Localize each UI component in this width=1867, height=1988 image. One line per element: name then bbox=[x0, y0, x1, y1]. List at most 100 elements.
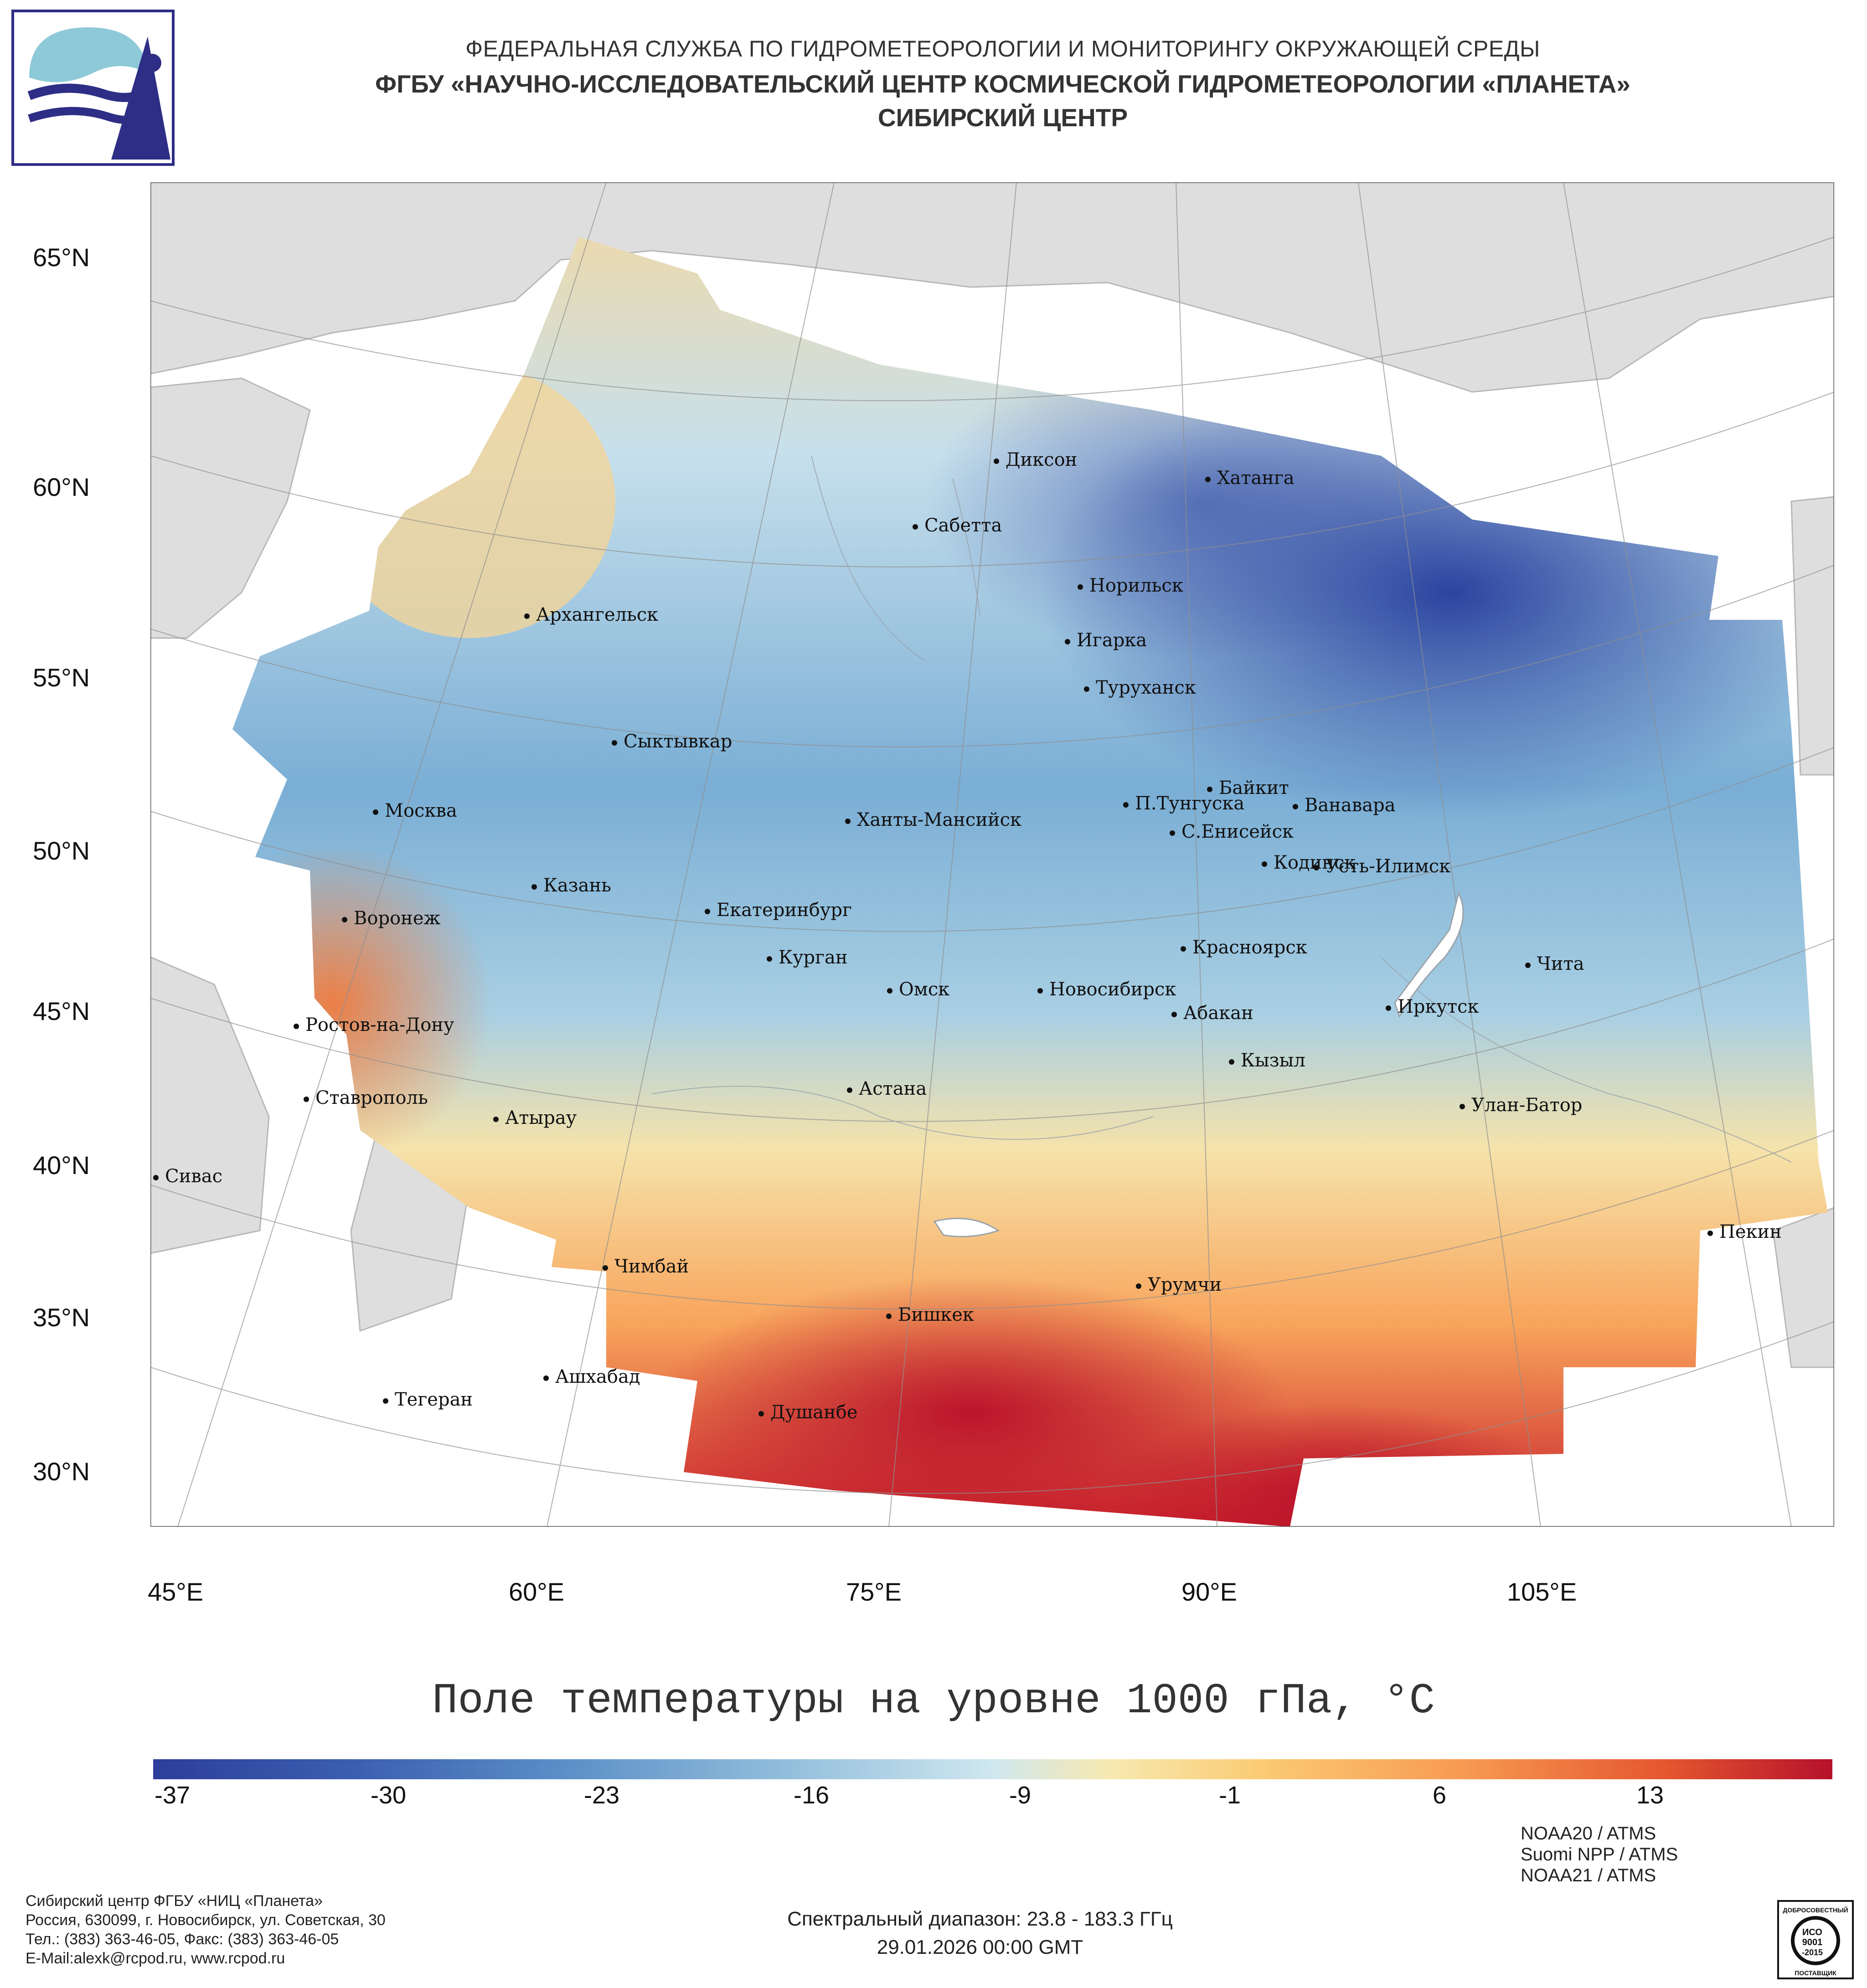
colorbar-tick-label: 13 bbox=[1636, 1782, 1664, 1809]
city-label: Воронеж bbox=[354, 908, 440, 929]
city-dot bbox=[373, 809, 378, 815]
city-dot bbox=[1037, 988, 1043, 994]
landmass bbox=[150, 182, 1834, 1368]
city-dot bbox=[1460, 1104, 1465, 1109]
city-label: Казань bbox=[543, 875, 611, 896]
temperature-map: Диксон Хатанга Сабетта Норильск Архангел… bbox=[150, 182, 1834, 1527]
city-dot bbox=[1181, 946, 1186, 952]
city-dot bbox=[524, 613, 530, 619]
graticule bbox=[150, 182, 1834, 1527]
city-label: Кызыл bbox=[1241, 1050, 1305, 1071]
city-label: Иркутск bbox=[1398, 996, 1479, 1017]
city-dot bbox=[153, 1175, 159, 1180]
city-label: Туруханск bbox=[1096, 677, 1196, 698]
footer-org: Сибирский центр ФГБУ «НИЦ «Планета» bbox=[26, 1892, 323, 1910]
svg-text:9001: 9001 bbox=[1802, 1937, 1823, 1947]
city-label: Атырау bbox=[505, 1107, 577, 1128]
city-label: Ханты-Мансийск bbox=[857, 809, 1021, 830]
city-dot bbox=[994, 458, 999, 464]
city-dot bbox=[767, 956, 772, 962]
city-label: Улан-Батор bbox=[1471, 1095, 1582, 1116]
city-dot bbox=[1707, 1231, 1713, 1236]
city-label: Сабетта bbox=[924, 515, 1002, 536]
map-title: Поле температуры на уровне 1000 гПа, °С bbox=[432, 1677, 1435, 1725]
city-label: П.Тунгуска bbox=[1135, 793, 1244, 814]
city-label: Бишкек bbox=[898, 1304, 974, 1325]
city-dot bbox=[1123, 802, 1129, 808]
city-label: Урумчи bbox=[1148, 1274, 1222, 1295]
footer-meta: Спектральный диапазон: 23.8 - 183.3 ГГц … bbox=[684, 1905, 1276, 1962]
city-dot bbox=[1386, 1005, 1391, 1011]
city-label: Ашхабад bbox=[555, 1366, 640, 1387]
footer-email: E-Mail:alexk@rcpod.ru, www.rcpod.ru bbox=[26, 1950, 285, 1967]
city-label: Ставрополь bbox=[315, 1087, 428, 1108]
city-label: Москва bbox=[385, 800, 457, 821]
svg-text:ДОБРОСОВЕСТНЫЙ: ДОБРОСОВЕСТНЫЙ bbox=[1783, 1906, 1848, 1914]
city-markers: Диксон Хатанга Сабетта Норильск Архангел… bbox=[153, 449, 1782, 1423]
city-dot bbox=[383, 1398, 388, 1404]
lat-label: 45°N bbox=[33, 997, 90, 1025]
city-dot bbox=[612, 740, 617, 746]
city-dot bbox=[1084, 686, 1089, 692]
city-label: Игарка bbox=[1077, 630, 1147, 651]
footer-instruments: NOAA20 / ATMS Suomi NPP / ATMS NOAA21 / … bbox=[1521, 1823, 1678, 1886]
city-label: Ростов-на-Дону bbox=[305, 1015, 454, 1035]
colorbar-tick-label: -37 bbox=[154, 1782, 191, 1809]
colorbar-tick-label: 6 bbox=[1432, 1782, 1447, 1809]
svg-text:ПОСТАВЩИК: ПОСТАВЩИК bbox=[1795, 1969, 1836, 1977]
footer-phone: Тел.: (383) 363-46-05, Факс: (383) 363-4… bbox=[26, 1931, 339, 1948]
planeta-logo bbox=[11, 10, 175, 166]
footer-contacts: Сибирский центр ФГБУ «НИЦ «Планета» Росс… bbox=[26, 1891, 386, 1968]
city-dot bbox=[887, 988, 892, 994]
city-label: Омск bbox=[899, 979, 949, 1000]
city-dot bbox=[705, 909, 710, 914]
city-dot bbox=[845, 819, 851, 824]
datetime: 29.01.2026 00:00 GMT bbox=[877, 1936, 1083, 1958]
city-dot bbox=[531, 884, 537, 890]
city-label: Екатеринбург bbox=[717, 900, 852, 921]
city-dot bbox=[603, 1265, 608, 1271]
lat-label: 40°N bbox=[33, 1151, 90, 1179]
city-dot bbox=[1065, 639, 1070, 644]
city-label: Новосибирск bbox=[1049, 979, 1176, 1000]
footer-address: Россия, 630099, г. Новосибирск, ул. Сове… bbox=[26, 1911, 386, 1929]
city-dot bbox=[1136, 1283, 1141, 1289]
city-label: Астана bbox=[859, 1078, 927, 1099]
city-dot bbox=[1525, 963, 1531, 968]
iso-badge-icon: ДОБРОСОВЕСТНЫЙ ИСО 9001 -2015 ПОСТАВЩИК bbox=[1777, 1900, 1854, 1979]
city-label: Сыктывкар bbox=[624, 731, 732, 752]
city-label: Пекин bbox=[1719, 1221, 1782, 1242]
city-dot bbox=[1171, 1012, 1177, 1017]
city-dot bbox=[1293, 804, 1298, 809]
lon-label: 90°E bbox=[1181, 1577, 1238, 1606]
city-dot bbox=[758, 1411, 764, 1416]
city-label: Сивас bbox=[165, 1166, 222, 1187]
city-label: Тегеран bbox=[395, 1389, 473, 1410]
city-label: Красноярск bbox=[1192, 937, 1307, 958]
city-label: Ванавара bbox=[1305, 795, 1396, 816]
instrument-snpp: Suomi NPP / ATMS bbox=[1521, 1844, 1678, 1864]
borders bbox=[651, 455, 1792, 1163]
city-label: Абакан bbox=[1183, 1003, 1253, 1024]
colorbar-tick-label: -23 bbox=[583, 1782, 620, 1809]
city-dot bbox=[847, 1087, 852, 1093]
svg-text:ИСО: ИСО bbox=[1802, 1927, 1822, 1937]
city-dot bbox=[342, 917, 347, 922]
lat-label: 50°N bbox=[33, 836, 90, 865]
lakes bbox=[933, 891, 1464, 1237]
instrument-noaa21: NOAA21 / ATMS bbox=[1521, 1865, 1656, 1885]
city-dot bbox=[1262, 861, 1267, 867]
colorbar bbox=[153, 1759, 1832, 1779]
colorbar-tick-label: -16 bbox=[793, 1782, 830, 1809]
lat-label: 60°N bbox=[33, 473, 90, 501]
city-label: Архангельск bbox=[536, 604, 658, 625]
city-dot bbox=[294, 1024, 299, 1029]
colorbar-tick-label: -9 bbox=[1009, 1782, 1031, 1809]
city-label: С.Енисейск bbox=[1181, 821, 1294, 842]
city-label: Чимбай bbox=[614, 1256, 689, 1277]
city-label: Душанбе bbox=[770, 1402, 858, 1423]
lat-label: 65°N bbox=[33, 243, 90, 272]
lon-label: 60°E bbox=[509, 1577, 565, 1606]
lat-label: 30°N bbox=[33, 1457, 90, 1486]
svg-text:-2015: -2015 bbox=[1802, 1948, 1823, 1957]
